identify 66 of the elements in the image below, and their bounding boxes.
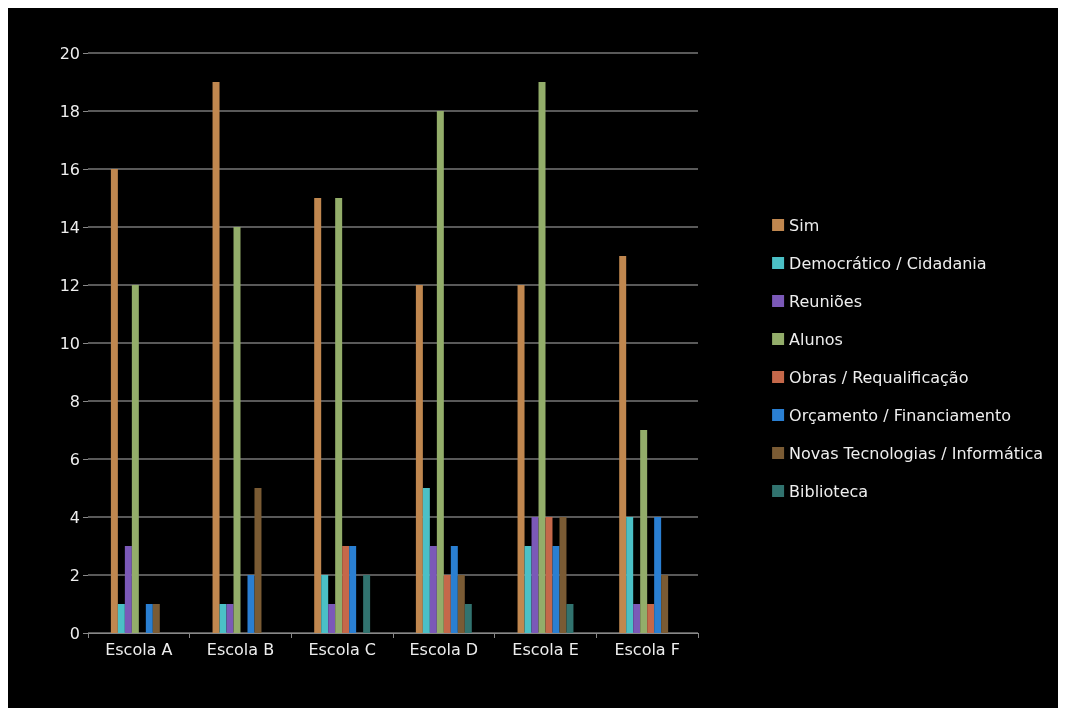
bar bbox=[464, 604, 472, 633]
bar bbox=[552, 546, 560, 633]
bar bbox=[254, 488, 262, 633]
legend-label: Obras / Requalificação bbox=[789, 367, 969, 387]
x-tick-label: Escola B bbox=[206, 639, 275, 659]
bar bbox=[566, 604, 574, 633]
bar bbox=[247, 575, 255, 633]
legend-label: Novas Tecnologias / Informática bbox=[789, 443, 1043, 463]
bar bbox=[633, 604, 641, 633]
bar bbox=[124, 546, 132, 633]
y-tick-label: 0 bbox=[69, 623, 80, 643]
legend-label: Sim bbox=[789, 215, 820, 235]
y-tick-label: 2 bbox=[69, 565, 80, 585]
bar bbox=[647, 604, 655, 633]
bar bbox=[654, 517, 662, 633]
bar bbox=[457, 575, 465, 633]
bar bbox=[524, 546, 532, 633]
bar bbox=[517, 285, 525, 633]
bar bbox=[429, 546, 437, 633]
y-tick-label: 18 bbox=[59, 101, 80, 121]
x-tick-label: Escola C bbox=[308, 639, 376, 659]
y-tick-label: 8 bbox=[69, 391, 80, 411]
bar bbox=[219, 604, 227, 633]
bar bbox=[436, 111, 444, 633]
bar bbox=[422, 488, 430, 633]
legend-label: Democrático / Cidadania bbox=[789, 253, 987, 273]
y-tick-label: 20 bbox=[59, 43, 80, 63]
x-tick-label: Escola E bbox=[512, 639, 579, 659]
bar bbox=[321, 575, 329, 633]
bar bbox=[531, 517, 539, 633]
bar bbox=[342, 546, 350, 633]
bar bbox=[131, 285, 139, 633]
bar bbox=[415, 285, 423, 633]
bar bbox=[450, 546, 458, 633]
legend-label: Biblioteca bbox=[789, 481, 869, 501]
bar bbox=[110, 169, 118, 633]
bar bbox=[233, 227, 241, 633]
bar bbox=[538, 82, 546, 633]
x-tick-label: Escola D bbox=[409, 639, 479, 659]
legend-label: Alunos bbox=[789, 329, 843, 349]
bar bbox=[640, 430, 648, 633]
bar bbox=[335, 198, 343, 633]
bar bbox=[226, 604, 234, 633]
bar bbox=[145, 604, 153, 633]
x-tick-label: Escola F bbox=[614, 639, 680, 659]
legend-label: Orçamento / Financiamento bbox=[789, 405, 1011, 425]
bar bbox=[117, 604, 125, 633]
bar bbox=[314, 198, 322, 633]
y-tick-label: 14 bbox=[59, 217, 80, 237]
y-tick-label: 10 bbox=[59, 333, 80, 353]
bar bbox=[559, 517, 567, 633]
legend-label: Reuniões bbox=[789, 291, 863, 311]
bar bbox=[328, 604, 336, 633]
y-tick-label: 16 bbox=[59, 159, 80, 179]
bar bbox=[349, 546, 357, 633]
bar bbox=[363, 575, 371, 633]
y-tick-label: 12 bbox=[59, 275, 80, 295]
bar bbox=[212, 82, 220, 633]
bar bbox=[619, 256, 627, 633]
bar bbox=[626, 517, 634, 633]
x-tick-label: Escola A bbox=[105, 639, 173, 659]
bar bbox=[443, 575, 451, 633]
bar bbox=[152, 604, 160, 633]
bar bbox=[661, 575, 669, 633]
y-tick-label: 6 bbox=[69, 449, 80, 469]
y-tick-label: 4 bbox=[69, 507, 80, 527]
